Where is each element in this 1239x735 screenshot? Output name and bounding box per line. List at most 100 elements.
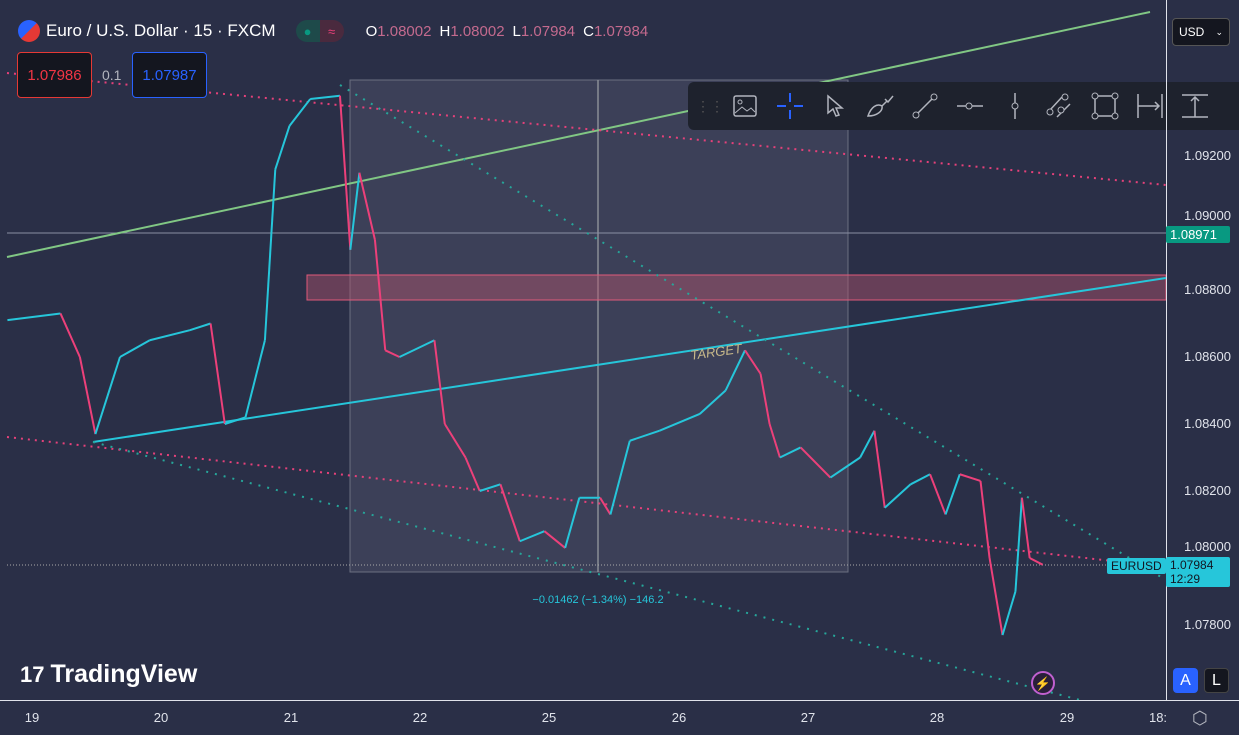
spread-value: 0.1: [102, 67, 122, 83]
time-tick: 28: [929, 710, 945, 725]
price-segment: [310, 94, 341, 101]
tradingview-logo[interactable]: 17 TradingView: [20, 660, 197, 689]
price-segment: [78, 356, 97, 435]
price-segment: [564, 497, 581, 549]
tv-logo-icon: 17: [20, 661, 45, 687]
cyan-trend-line[interactable]: [92, 277, 1167, 443]
price-segment: [724, 349, 746, 391]
price-segment: [609, 440, 631, 515]
price-segment: [189, 322, 211, 332]
time-tick: 19: [24, 710, 40, 725]
price-segment: [799, 446, 832, 479]
price-segment: [959, 473, 981, 482]
price-segment: [358, 172, 376, 240]
price-segment: [464, 457, 481, 492]
price-segment: [1001, 591, 1017, 636]
price-segment: [988, 557, 1004, 636]
level-price-tag: 1.08971: [1166, 226, 1230, 243]
teal-dotted-line-upper[interactable]: [339, 84, 1167, 581]
price-segment: [384, 349, 400, 358]
price-segment: [1029, 557, 1044, 566]
currency-select[interactable]: USD ⌄: [1172, 18, 1230, 46]
resistance-zone[interactable]: [306, 274, 1167, 301]
price-segment: [859, 430, 876, 458]
drawing-toolbar: ⋮⋮: [688, 82, 1239, 130]
price-segment: [209, 323, 226, 425]
price-series: [7, 94, 1044, 636]
price-segment: [599, 497, 612, 515]
price-tick: 1.08200: [1184, 483, 1231, 498]
price-segment: [224, 416, 246, 425]
image-icon[interactable]: [722, 86, 767, 126]
price-segment: [744, 349, 762, 375]
price-segment: [373, 239, 387, 351]
measure-box[interactable]: [349, 79, 849, 573]
time-axis[interactable]: 19 20 21 22 25 26 27 28 29 18:: [0, 700, 1239, 735]
buy-button[interactable]: 1.07987: [132, 52, 207, 98]
symbol-title[interactable]: Euro / U.S. Dollar · 15 · FXCM: [46, 21, 276, 40]
price-segment: [7, 312, 61, 322]
bar-countdown: 12:29: [1170, 572, 1201, 586]
drag-handle-icon[interactable]: ⋮⋮: [696, 97, 724, 114]
price-segment: [443, 423, 467, 459]
price-segment: [119, 339, 151, 358]
ohlc-values: O1.08002 H1.08002 L1.07984 C1.07984: [366, 23, 649, 40]
price-segment: [979, 480, 991, 559]
price-segment: [543, 530, 566, 549]
price-segment: [433, 340, 446, 425]
market-open-icon: ●: [295, 20, 320, 42]
chevron-down-icon: ⌄: [1215, 26, 1223, 37]
price-segment: [779, 446, 802, 459]
price-segment: [499, 483, 521, 542]
lightning-button[interactable]: [1031, 671, 1055, 695]
green-trend-line[interactable]: [6, 11, 1151, 258]
vertical-line-icon[interactable]: [992, 86, 1037, 126]
sell-button[interactable]: 1.07986: [17, 52, 92, 98]
high-value: 1.08002: [450, 22, 505, 40]
close-value: 1.07984: [593, 22, 649, 40]
price-segment: [349, 172, 361, 250]
settings-icon[interactable]: ⬡: [1192, 708, 1208, 728]
auto-scale-button[interactable]: A: [1173, 668, 1198, 693]
price-segment: [1014, 497, 1023, 592]
close-label: C: [583, 22, 594, 40]
price-axis[interactable]: 1.09200 1.09000 1.08800 1.08600 1.08400 1.082…: [1166, 0, 1239, 700]
status-pill[interactable]: ● ≈: [295, 20, 344, 42]
trend-line-icon[interactable]: [902, 86, 947, 126]
last-price-tag: 1.07984 12:29: [1166, 557, 1230, 587]
logo-text: TradingView: [50, 660, 198, 688]
price-segment: [59, 313, 81, 358]
price-segment: [873, 430, 886, 508]
price-tick: 1.09200: [1184, 148, 1231, 163]
crosshair-icon[interactable]: [767, 86, 812, 126]
symbol-tag: EURUSD: [1107, 558, 1166, 574]
price-tick: 1.09000: [1184, 208, 1231, 223]
date-range-icon[interactable]: [1127, 86, 1172, 126]
log-scale-button[interactable]: L: [1204, 668, 1229, 693]
price-segment: [338, 95, 352, 250]
cursor-icon[interactable]: [812, 86, 857, 126]
price-segment: [659, 413, 701, 432]
price-tick: 1.08600: [1184, 349, 1231, 364]
price-tick: 1.08000: [1184, 539, 1231, 554]
time-tick: 22: [412, 710, 428, 725]
rectangle-icon[interactable]: [1082, 86, 1127, 126]
price-tick: 1.08800: [1184, 282, 1231, 297]
low-label: L: [512, 22, 521, 40]
price-segment: [479, 483, 501, 492]
parallel-channel-icon[interactable]: [1037, 86, 1082, 126]
horizontal-ray-icon[interactable]: [947, 86, 992, 126]
price-segment: [263, 169, 277, 341]
pink-dotted-line-top[interactable]: [6, 72, 1167, 186]
price-segment: [910, 473, 931, 486]
approx-icon: ≈: [319, 20, 344, 42]
time-tick: 21: [283, 710, 299, 725]
brush-icon[interactable]: [857, 86, 902, 126]
price-segment: [1020, 497, 1031, 559]
currency-value: USD: [1179, 25, 1205, 39]
price-segment: [274, 125, 291, 170]
price-range-icon[interactable]: [1172, 86, 1217, 126]
price-segment: [149, 329, 191, 342]
time-tick: 25: [541, 710, 557, 725]
